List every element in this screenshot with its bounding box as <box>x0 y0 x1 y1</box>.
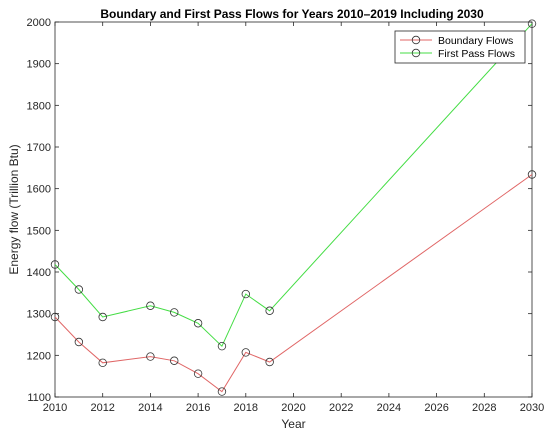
legend-item: First Pass Flows <box>400 48 515 60</box>
legend-label: First Pass Flows <box>438 48 515 60</box>
legend-item: Boundary Flows <box>400 35 513 47</box>
data-point <box>217 341 227 351</box>
data-point <box>217 387 227 396</box>
series-line <box>54 23 533 348</box>
data-point <box>146 352 155 361</box>
data-point <box>265 357 274 367</box>
series-line <box>54 174 533 393</box>
y-tick-label: 1700 <box>27 142 51 154</box>
data-point <box>527 19 537 28</box>
series-layer <box>50 19 537 396</box>
y-tick-label: 1400 <box>27 267 51 279</box>
legend-label: Boundary Flows <box>438 35 513 47</box>
data-point <box>170 356 179 365</box>
x-tick-label: 2012 <box>90 402 114 414</box>
data-point <box>146 301 155 310</box>
data-point <box>74 337 84 347</box>
plot-area <box>54 21 533 398</box>
series-1 <box>50 19 537 351</box>
data-point <box>170 308 179 317</box>
data-point <box>98 358 107 368</box>
x-tick-label: 2030 <box>520 402 544 414</box>
y-tick-label: 1600 <box>27 184 51 196</box>
y-tick-label: 1900 <box>27 59 51 71</box>
data-point <box>193 319 203 328</box>
chart-title: Boundary and First Pass Flows for Years … <box>100 7 484 21</box>
data-point <box>527 170 537 179</box>
x-tick-label: 2026 <box>424 402 448 414</box>
x-tick-label: 2014 <box>138 402 162 414</box>
data-point <box>241 348 250 357</box>
series-0 <box>50 170 537 396</box>
data-point <box>50 260 60 269</box>
y-tick-label: 1500 <box>27 225 51 237</box>
x-tick-label: 2020 <box>281 402 305 414</box>
x-tick-label: 2028 <box>472 402 496 414</box>
data-point <box>265 306 274 315</box>
data-point <box>193 369 203 378</box>
legend-marker <box>411 35 421 45</box>
data-point <box>98 312 107 322</box>
y-tick-label: 2000 <box>27 17 51 29</box>
y-tick-label: 1800 <box>27 100 51 112</box>
x-axis-label: Year <box>281 417 305 431</box>
x-tick-label: 2016 <box>186 402 210 414</box>
x-tick-label: 2024 <box>377 402 401 414</box>
y-tick-label: 1200 <box>27 350 51 362</box>
legend-marker <box>411 48 421 58</box>
data-point <box>50 312 60 322</box>
y-tick-label: 1300 <box>27 309 51 321</box>
data-point <box>241 289 250 299</box>
y-axis-label: Energy flow (Trillion Btu) <box>7 144 21 274</box>
x-tick-label: 2022 <box>329 402 353 414</box>
y-tick-label: 1100 <box>27 392 51 404</box>
x-tick-label: 2010 <box>43 402 67 414</box>
x-tick-label: 2018 <box>234 402 258 414</box>
data-point <box>74 285 84 294</box>
axis-ticks: 2010 2012 2014 2016 2018 2020 2022 2024 2026 2028… <box>27 17 545 414</box>
